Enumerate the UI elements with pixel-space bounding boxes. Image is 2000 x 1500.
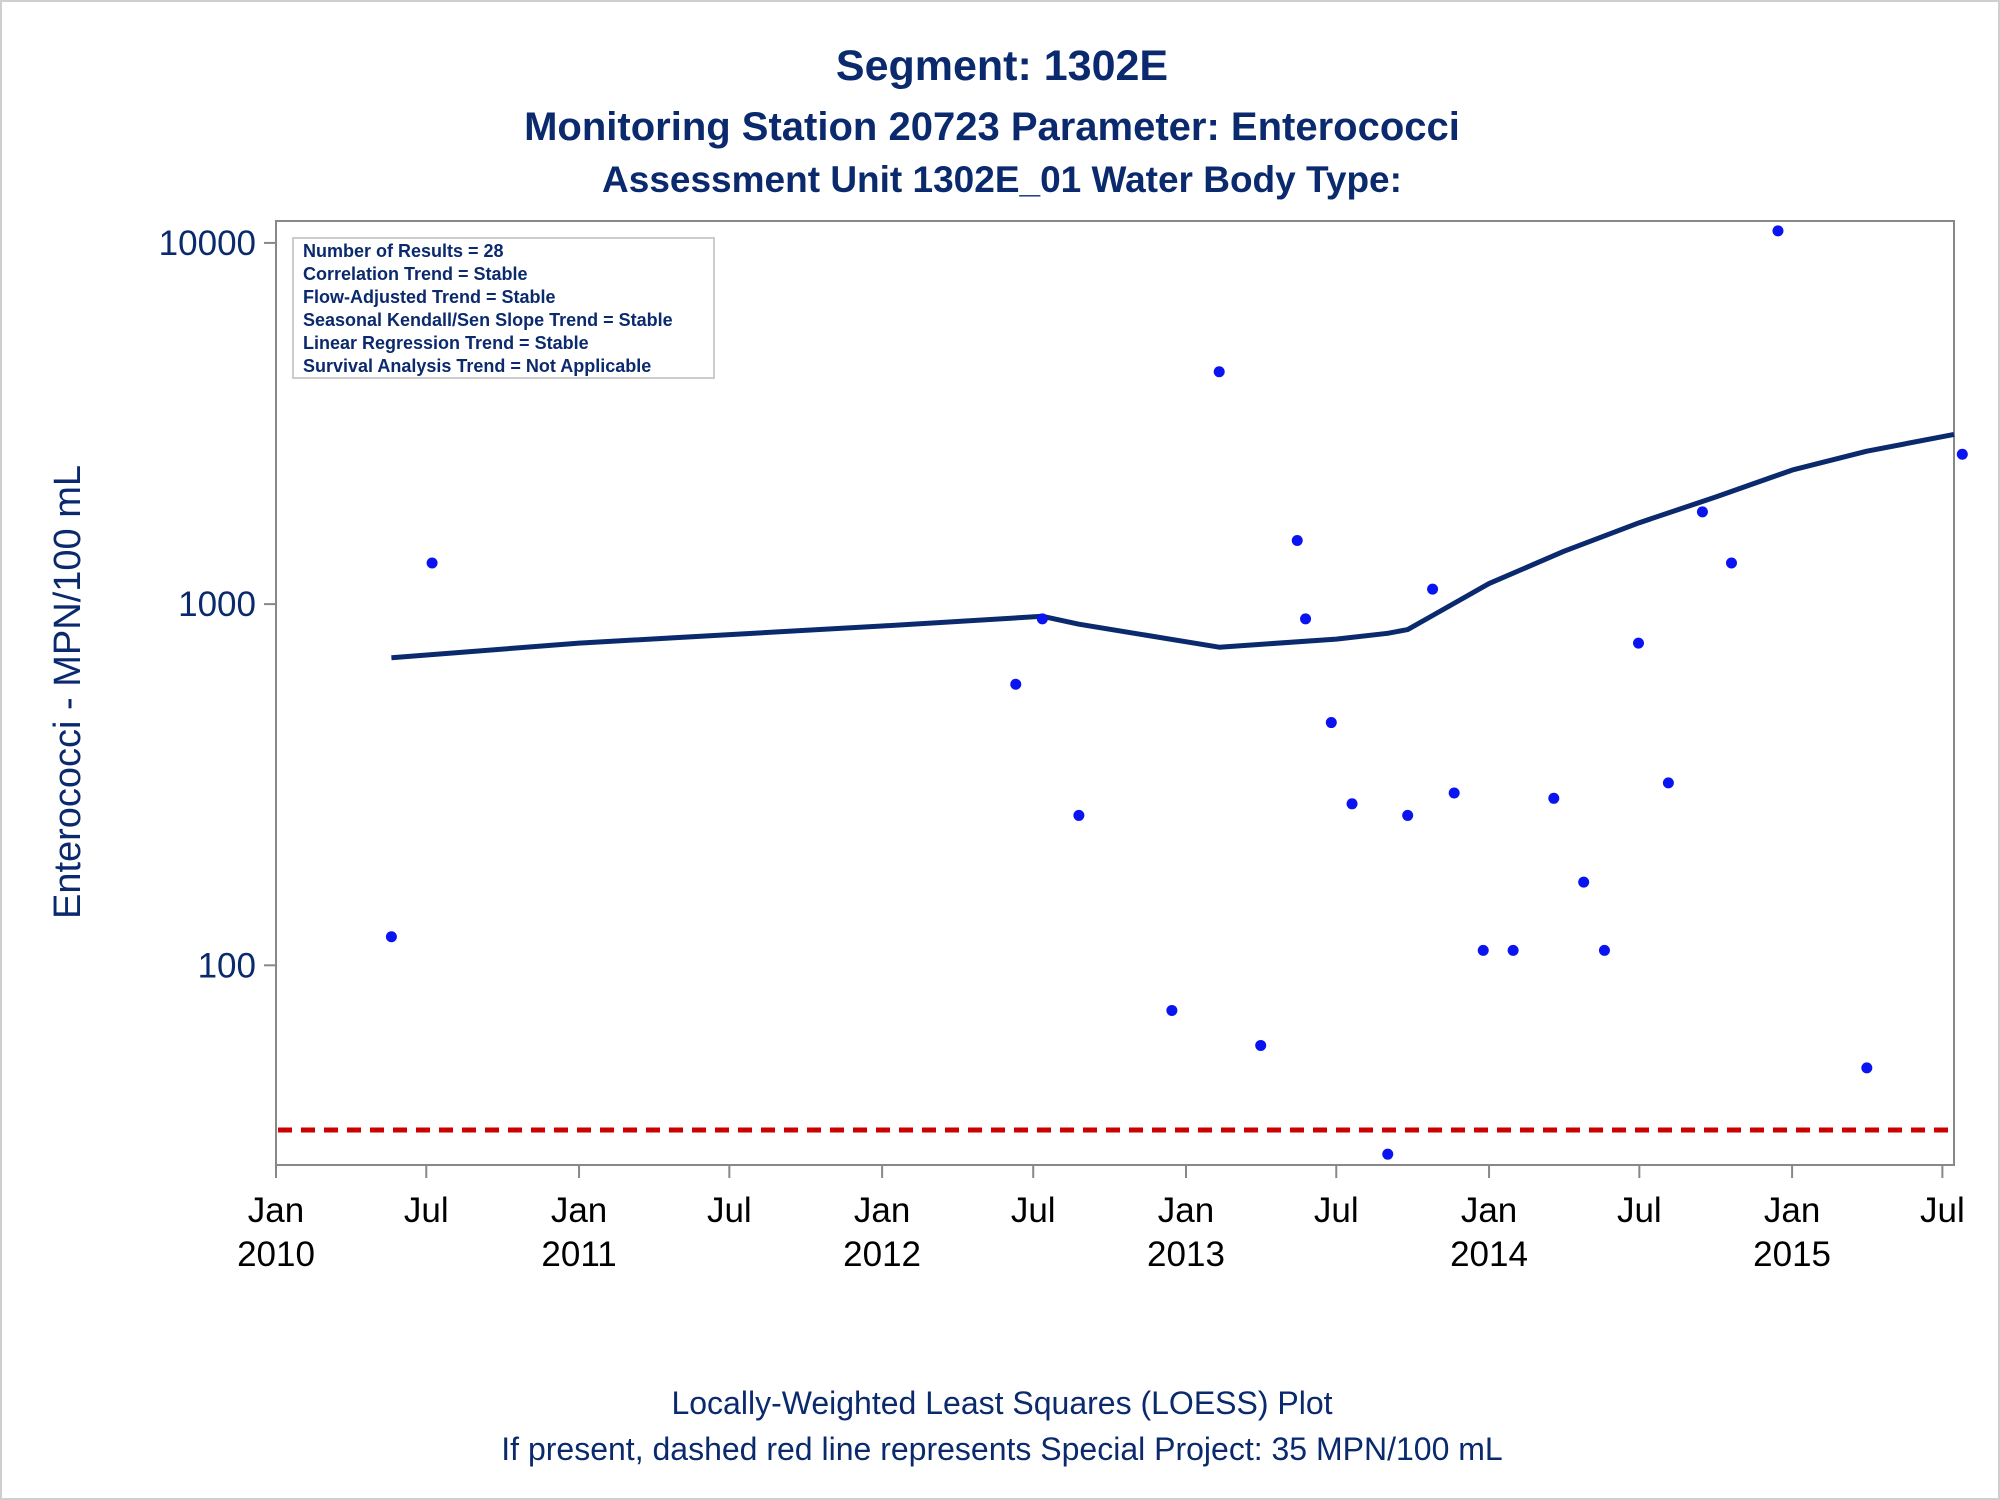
x-tick-year-label: 2015 (1753, 1235, 1831, 1274)
data-point (1073, 809, 1085, 821)
stat-number-of-results: Number of Results = 28 (303, 241, 504, 261)
data-point (385, 931, 397, 943)
chart-subtitle: Monitoring Station 20723 Parameter: Ente… (524, 105, 1460, 149)
data-point (1548, 792, 1560, 804)
stat-survival-analysis-trend: Survival Analysis Trend = Not Applicable (303, 356, 651, 376)
data-point (1632, 637, 1644, 649)
chart-title: Segment: 1302E (836, 42, 1168, 90)
data-point (1255, 1039, 1267, 1051)
x-tick-label: Jul (707, 1191, 752, 1230)
plot-area (275, 220, 1955, 1166)
chart-subtitle-2: Assessment Unit 1302E_01 Water Body Type… (602, 159, 1402, 200)
stat-flow-adjusted-trend: Flow-Adjusted Trend = Stable (303, 287, 556, 307)
x-tick-label: Jul (1617, 1191, 1662, 1230)
data-point (1382, 1148, 1394, 1160)
x-tick-label: Jan (248, 1191, 304, 1230)
x-tick-year-label: 2012 (843, 1235, 921, 1274)
data-point (1427, 583, 1439, 595)
data-point (1772, 225, 1784, 237)
stat-linear-regression-trend: Linear Regression Trend = Stable (303, 333, 589, 353)
x-tick-label: Jul (1920, 1191, 1965, 1230)
stat-seasonal-kendall-trend: Seasonal Kendall/Sen Slope Trend = Stabl… (303, 310, 673, 330)
y-tick-label: 10000 (159, 224, 256, 263)
data-point (1300, 613, 1312, 625)
data-point (1861, 1062, 1873, 1074)
footnote-loess: Locally-Weighted Least Squares (LOESS) P… (671, 1385, 1332, 1421)
x-tick-year-label: 2014 (1450, 1235, 1528, 1274)
x-tick-year-label: 2013 (1147, 1235, 1225, 1274)
x-tick-label: Jan (1461, 1191, 1517, 1230)
data-points (385, 225, 1968, 1160)
data-point (1956, 448, 1968, 460)
data-point (1598, 944, 1610, 956)
data-point (1325, 717, 1337, 729)
y-axis-label: Enterococci - MPN/100 mL (47, 465, 89, 919)
x-tick-year-label: 2010 (237, 1235, 315, 1274)
x-tick-label: Jan (1158, 1191, 1214, 1230)
y-tick-label: 1000 (178, 585, 256, 624)
data-point (1402, 809, 1414, 821)
data-point (1291, 535, 1303, 547)
data-point (1346, 798, 1358, 810)
footnote-reference: If present, dashed red line represents S… (501, 1431, 1502, 1467)
x-tick-label: Jan (551, 1191, 607, 1230)
stat-correlation-trend: Correlation Trend = Stable (303, 264, 528, 284)
data-point (1507, 944, 1519, 956)
x-tick-label: Jul (404, 1191, 449, 1230)
x-tick-label: Jul (1011, 1191, 1056, 1230)
x-tick-label: Jan (854, 1191, 910, 1230)
data-point (1036, 613, 1048, 625)
data-point (1166, 1004, 1178, 1016)
x-tick-year-label: 2011 (541, 1235, 616, 1274)
y-tick-label: 100 (198, 946, 256, 985)
data-point (1578, 876, 1590, 888)
data-point (1696, 506, 1708, 518)
data-point (426, 557, 438, 569)
trend-statistics-box (292, 237, 715, 379)
x-tick-label: Jan (1764, 1191, 1820, 1230)
y-axis: 100 1000 10000 (159, 224, 276, 985)
data-point (1010, 678, 1022, 690)
x-axis: Jan 2010 Jul Jan 2011 Jul Jan 2012 Jul Jan 2013 Jul… (237, 1165, 1965, 1274)
data-point (1662, 777, 1674, 789)
x-tick-label: Jul (1314, 1191, 1359, 1230)
loess-trend-line (391, 431, 1955, 661)
data-point (1725, 557, 1737, 569)
data-point (1448, 787, 1460, 799)
data-point (1477, 944, 1489, 956)
data-point (1213, 366, 1225, 378)
